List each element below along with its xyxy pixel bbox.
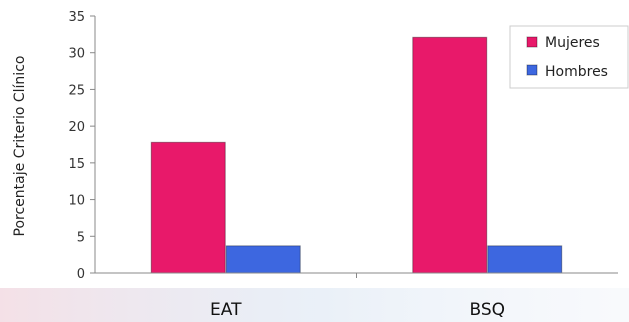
y-tick-label: 35 xyxy=(68,10,85,25)
x-category-label: BSQ xyxy=(469,300,505,320)
y-axis-title: Porcentaje Criterio Clínico xyxy=(12,56,28,237)
y-tick-label: 30 xyxy=(68,47,85,62)
x-category-label: EAT xyxy=(210,300,242,320)
bar-mujeres-bsq xyxy=(412,36,488,274)
y-tick-label: 10 xyxy=(68,194,85,209)
y-axis: 0 5 10 15 20 25 30 35 xyxy=(68,10,96,282)
legend: Mujeres Hombres xyxy=(509,25,629,89)
legend-label-mujeres: Mujeres xyxy=(545,35,600,51)
bar-hombres-eat xyxy=(225,245,301,274)
bars xyxy=(150,36,563,274)
y-tick-label: 25 xyxy=(68,83,85,98)
x-axis: EAT BSQ xyxy=(95,272,618,320)
bar-mujeres-eat xyxy=(150,141,226,274)
y-tick-label: 0 xyxy=(77,267,85,282)
y-tick-label: 5 xyxy=(77,230,85,245)
legend-swatch-mujeres xyxy=(526,36,538,48)
y-tick-label: 20 xyxy=(68,120,85,135)
legend-box xyxy=(509,25,629,89)
legend-label-hombres: Hombres xyxy=(545,64,608,80)
background-wash xyxy=(0,288,629,322)
bar-hombres-bsq xyxy=(487,245,563,274)
legend-swatch-hombres xyxy=(526,64,538,76)
y-tick-label: 15 xyxy=(68,157,85,172)
